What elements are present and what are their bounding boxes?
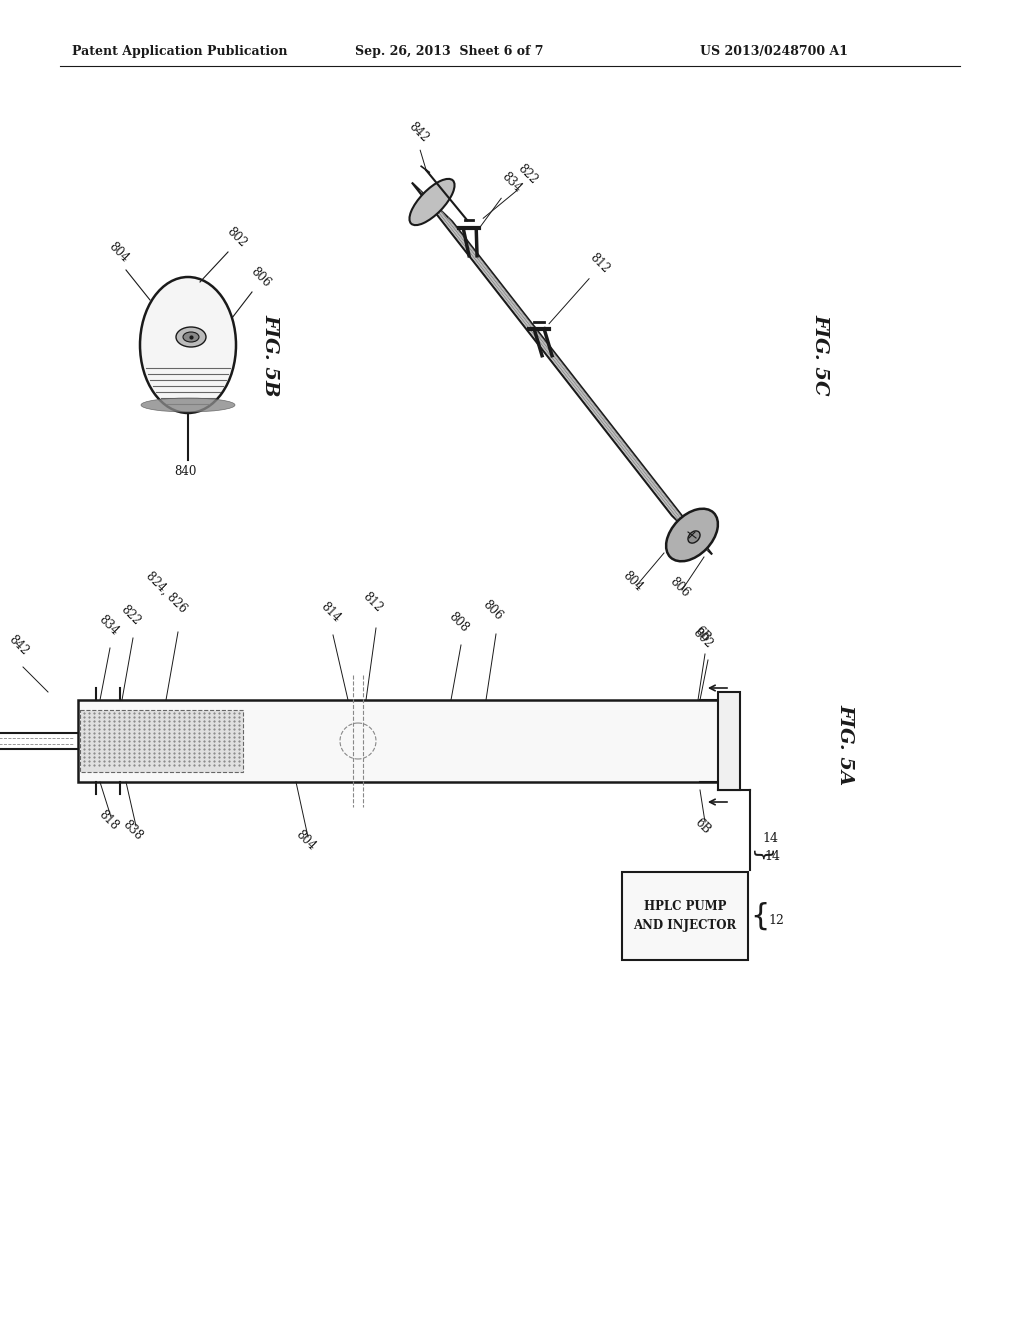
Text: 14: 14 — [762, 832, 778, 845]
Ellipse shape — [666, 508, 718, 561]
Polygon shape — [78, 700, 718, 781]
Text: 818: 818 — [96, 808, 121, 833]
Text: 822: 822 — [118, 603, 142, 628]
Text: 806: 806 — [480, 598, 505, 623]
Text: HPLC PUMP: HPLC PUMP — [644, 899, 726, 912]
Text: 6B: 6B — [692, 624, 713, 645]
Ellipse shape — [183, 333, 199, 342]
Text: Sep. 26, 2013  Sheet 6 of 7: Sep. 26, 2013 Sheet 6 of 7 — [355, 45, 544, 58]
Polygon shape — [80, 710, 243, 772]
Ellipse shape — [141, 399, 234, 412]
Text: 838: 838 — [120, 818, 145, 843]
Text: FIG. 5A: FIG. 5A — [836, 705, 854, 785]
Text: 812: 812 — [360, 590, 385, 615]
Text: 802: 802 — [690, 626, 715, 651]
Text: FIG. 5C: FIG. 5C — [811, 314, 829, 396]
Text: AND INJECTOR: AND INJECTOR — [634, 920, 736, 932]
Text: {: { — [752, 845, 772, 859]
Text: 840: 840 — [174, 465, 197, 478]
Text: 806: 806 — [667, 576, 692, 601]
Text: 812: 812 — [587, 251, 612, 276]
Polygon shape — [718, 692, 740, 789]
Text: 808: 808 — [446, 610, 471, 635]
Text: 824, 826: 824, 826 — [143, 569, 189, 615]
Text: 12: 12 — [768, 913, 784, 927]
Ellipse shape — [688, 531, 700, 543]
Text: 834: 834 — [96, 612, 121, 638]
Text: 804: 804 — [293, 828, 318, 853]
Text: 14: 14 — [764, 850, 780, 863]
Ellipse shape — [410, 180, 455, 226]
Text: US 2013/0248700 A1: US 2013/0248700 A1 — [700, 45, 848, 58]
Ellipse shape — [176, 327, 206, 347]
Text: {: { — [750, 902, 769, 931]
Polygon shape — [412, 182, 712, 554]
Text: 814: 814 — [318, 601, 343, 624]
Text: 834: 834 — [500, 170, 524, 195]
Text: 804: 804 — [620, 569, 645, 594]
Text: 804: 804 — [106, 240, 131, 265]
Ellipse shape — [140, 277, 236, 413]
Text: 6B: 6B — [692, 816, 713, 837]
Polygon shape — [622, 873, 748, 960]
Text: 822: 822 — [515, 162, 540, 187]
Text: 842: 842 — [407, 120, 431, 145]
Text: 806: 806 — [248, 265, 273, 290]
Text: Patent Application Publication: Patent Application Publication — [72, 45, 288, 58]
Text: FIG. 5B: FIG. 5B — [261, 314, 279, 396]
Text: 842: 842 — [6, 634, 31, 657]
Text: 802: 802 — [224, 226, 249, 249]
